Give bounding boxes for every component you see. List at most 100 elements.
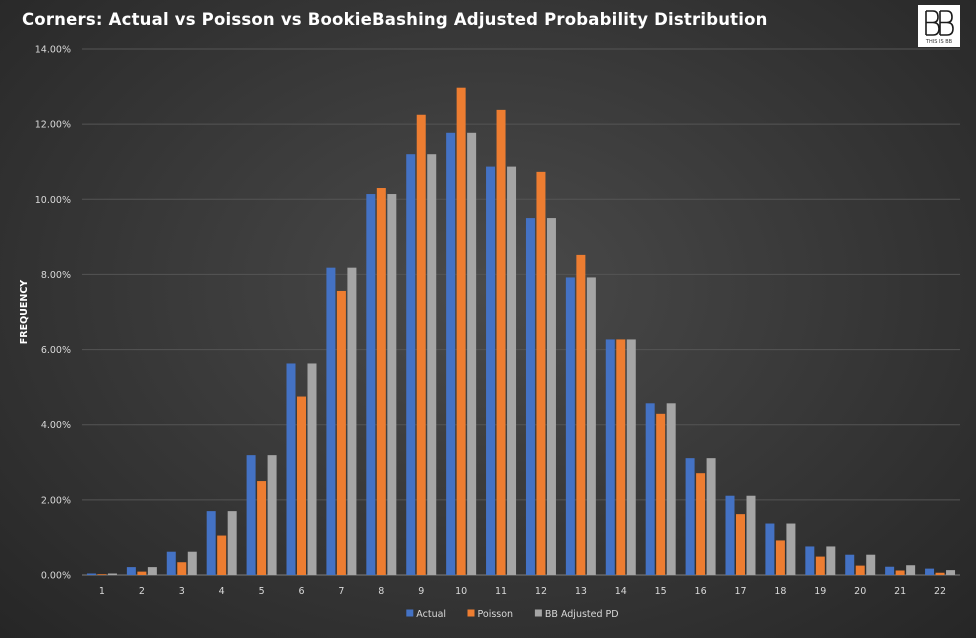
- bar-bb-adjusted-pd-19: [826, 546, 836, 575]
- y-axis-title: FREQUENCY: [19, 280, 30, 344]
- bar-poisson-7: [336, 290, 346, 575]
- bar-poisson-21: [895, 570, 905, 575]
- legend-label-poisson: Poisson: [478, 609, 514, 620]
- bb-logo-icon: THIS IS BB: [925, 10, 954, 45]
- bar-poisson-15: [656, 413, 666, 575]
- logo-text: THIS IS BB: [925, 39, 953, 45]
- bar-poisson-3: [177, 562, 187, 575]
- x-tick-label: 11: [495, 586, 507, 597]
- bar-bb-adjusted-pd-10: [467, 132, 477, 575]
- x-axis-ticks: 1 2 3 4 5 6 7 8 9 10 11 12 13 14 15 16 17 18 19 20 21 22: [99, 586, 946, 597]
- x-tick-label: 20: [854, 586, 866, 597]
- x-tick-label: 17: [734, 586, 746, 597]
- legend-swatch-bb-adjusted-pd: [534, 609, 542, 617]
- y-tick-label: 14.00%: [35, 45, 71, 56]
- x-tick-label: 7: [338, 586, 344, 597]
- bar-bb-adjusted-pd-3: [187, 551, 197, 575]
- y-tick-label: 10.00%: [35, 195, 71, 206]
- bar-bb-adjusted-pd-14: [626, 339, 636, 575]
- x-tick-label: 3: [179, 586, 185, 597]
- bar-bb-adjusted-pd-11: [507, 166, 517, 575]
- bar-poisson-18: [775, 540, 785, 575]
- x-tick-label: 2: [139, 586, 145, 597]
- y-tick-label: 12.00%: [35, 120, 71, 131]
- bar-bb-adjusted-pd-7: [347, 267, 357, 575]
- y-tick-label: 0.00%: [41, 571, 71, 582]
- gridlines: [82, 48, 960, 576]
- bar-actual-19: [805, 546, 815, 575]
- bar-bb-adjusted-pd-16: [706, 458, 716, 575]
- bar-bb-adjusted-pd-18: [786, 523, 796, 575]
- bar-poisson-1: [97, 574, 107, 575]
- bar-bb-adjusted-pd-13: [586, 277, 596, 575]
- bar-actual-2: [126, 567, 136, 575]
- bar-bb-adjusted-pd-17: [746, 495, 756, 575]
- bar-poisson-2: [137, 571, 147, 575]
- x-tick-label: 10: [455, 586, 467, 597]
- bar-bb-adjusted-pd-15: [666, 403, 676, 575]
- y-axis-ticks: 0.00% 2.00% 4.00% 6.00% 8.00% 10.00% 12.00% 14.…: [35, 45, 71, 582]
- bar-bb-adjusted-pd-2: [147, 567, 157, 575]
- x-tick-label: 6: [298, 586, 304, 597]
- x-tick-label: 12: [535, 586, 547, 597]
- bar-actual-16: [685, 458, 695, 575]
- bar-actual-13: [565, 277, 575, 575]
- bar-bb-adjusted-pd-4: [227, 511, 237, 575]
- bar-poisson-8: [376, 188, 386, 575]
- bar-actual-18: [765, 523, 775, 575]
- bar-poisson-16: [696, 473, 706, 575]
- bar-poisson-22: [935, 572, 945, 575]
- legend-swatch-actual: [406, 609, 414, 617]
- chart-title: Corners: Actual vs Poisson vs BookieBash…: [22, 10, 768, 29]
- bar-bb-adjusted-pd-9: [427, 154, 437, 575]
- bar-actual-9: [406, 154, 416, 575]
- bar-bb-adjusted-pd-22: [946, 570, 956, 575]
- y-tick-label: 2.00%: [41, 495, 71, 506]
- x-tick-label: 19: [814, 586, 826, 597]
- bar-bb-adjusted-pd-20: [866, 554, 876, 575]
- x-tick-label: 4: [219, 586, 225, 597]
- bar-actual-17: [725, 495, 735, 575]
- x-tick-label: 22: [934, 586, 946, 597]
- bar-actual-15: [645, 403, 655, 575]
- legend-swatch-poisson: [467, 609, 475, 617]
- y-tick-label: 4.00%: [41, 420, 71, 431]
- bar-actual-7: [326, 267, 336, 575]
- bar-bb-adjusted-pd-21: [906, 565, 916, 575]
- bar-actual-12: [525, 218, 535, 576]
- bar-poisson-11: [496, 109, 506, 575]
- bar-actual-1: [86, 573, 96, 575]
- bar-actual-3: [166, 551, 176, 575]
- x-tick-label: 21: [894, 586, 906, 597]
- bar-poisson-5: [257, 481, 267, 575]
- bar-poisson-9: [416, 114, 426, 575]
- bar-actual-22: [925, 568, 935, 575]
- bar-actual-14: [605, 339, 615, 575]
- bar-poisson-6: [297, 396, 306, 575]
- bar-poisson-19: [815, 556, 825, 575]
- bar-poisson-13: [576, 254, 586, 576]
- x-tick-label: 8: [378, 586, 384, 597]
- y-tick-label: 6.00%: [41, 345, 71, 356]
- bar-actual-10: [446, 132, 456, 575]
- x-tick-label: 14: [615, 586, 627, 597]
- x-tick-label: 5: [259, 586, 265, 597]
- bars: [86, 87, 956, 576]
- bar-poisson-17: [736, 514, 745, 575]
- bar-actual-20: [845, 554, 855, 575]
- legend: Actual Poisson BB Adjusted PD: [406, 609, 619, 620]
- x-tick-label: 18: [774, 586, 786, 597]
- bar-poisson-12: [536, 171, 546, 575]
- bar-actual-6: [286, 363, 296, 575]
- x-tick-label: 9: [418, 586, 424, 597]
- x-tick-label: 13: [575, 586, 587, 597]
- bb-logo: THIS IS BB: [918, 5, 960, 47]
- bar-poisson-20: [855, 565, 865, 575]
- y-tick-label: 8.00%: [41, 270, 71, 281]
- bar-actual-4: [206, 511, 216, 575]
- bar-actual-11: [486, 166, 496, 575]
- x-tick-label: 15: [655, 586, 667, 597]
- bar-poisson-14: [616, 339, 626, 575]
- bar-actual-21: [885, 566, 895, 575]
